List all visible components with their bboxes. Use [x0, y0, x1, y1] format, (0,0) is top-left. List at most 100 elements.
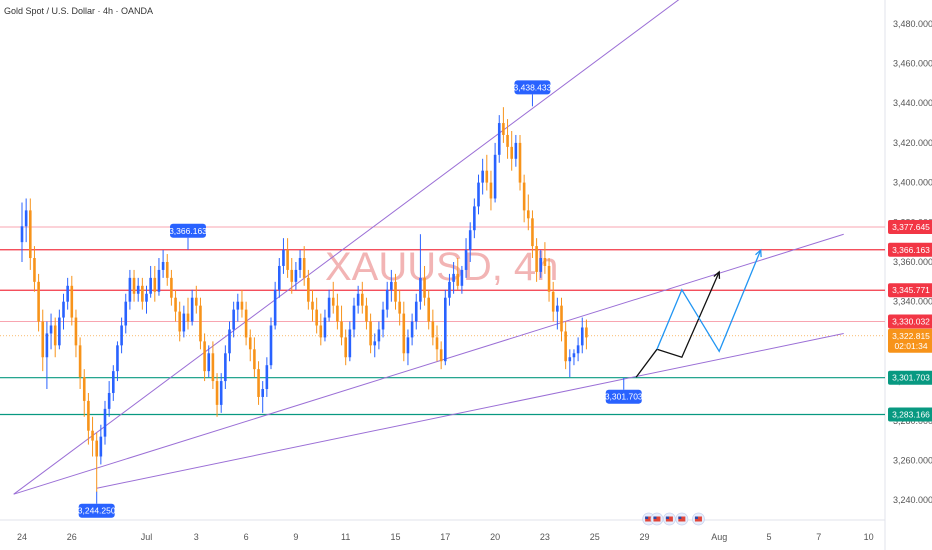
candle-body	[78, 345, 82, 378]
candle-body	[348, 329, 352, 358]
candles	[20, 107, 588, 493]
time-axis[interactable]: 24 26 Jul 3 6 9 11 15 17 20 23 25 29 Aug 5 7 10	[17, 532, 874, 542]
candle-body	[153, 277, 157, 292]
candle-body	[178, 311, 181, 332]
candle-body	[290, 269, 294, 282]
flag-stripe-icon	[694, 516, 702, 522]
price-callout-label: 3,438.433	[514, 82, 552, 92]
candle-body	[136, 285, 140, 294]
price-tick-label: 3,360.000	[893, 257, 932, 267]
flag-canton-icon	[694, 516, 698, 519]
candle-body	[91, 430, 94, 441]
candle-body	[53, 325, 57, 346]
chart-watermark: XAUUSD, 4h	[325, 245, 558, 289]
trend-channel-line[interactable]	[13, 233, 844, 495]
candle-body	[128, 277, 132, 302]
time-tick-label: 26	[67, 532, 77, 542]
candle-body	[560, 305, 563, 332]
candle-body	[435, 337, 439, 350]
time-tick-label: 24	[17, 532, 27, 542]
candle-body	[41, 321, 45, 358]
candle-body	[456, 273, 460, 286]
candle-body	[489, 182, 493, 199]
candle-body	[452, 273, 455, 282]
candle-body	[149, 277, 152, 294]
candle-body	[580, 327, 584, 346]
candle-body	[522, 182, 526, 211]
price-callout-box	[605, 389, 642, 404]
candle-body	[531, 218, 534, 247]
candle-body	[423, 277, 426, 298]
candle-body	[394, 281, 397, 302]
horizontal-levels	[0, 226, 885, 416]
candle-body	[506, 134, 509, 147]
time-tick-label: 29	[639, 532, 649, 542]
price-level-badge	[888, 314, 932, 329]
bar-countdown-label: 02:01:34	[894, 341, 927, 351]
candle-body	[514, 142, 518, 159]
grid	[0, 0, 886, 550]
projection-arrowhead	[713, 270, 721, 279]
flag-canton-icon	[678, 516, 682, 519]
candle-body	[547, 265, 551, 292]
candle-body	[70, 285, 74, 318]
candle-body	[373, 341, 377, 346]
candle-body	[116, 345, 119, 372]
price-axis[interactable]: 3,240.0003,260.0003,280.0003,300.0003,32…	[888, 19, 932, 505]
flag-stripe-icon	[665, 516, 673, 522]
price-callout-label: 3,244.250	[78, 506, 116, 516]
candle-body	[340, 321, 343, 338]
price-level-badge	[888, 242, 932, 257]
projection-path[interactable]	[656, 249, 762, 353]
price-tick-label: 3,480.000	[893, 19, 932, 29]
candle-body	[427, 297, 430, 322]
event-icons[interactable]	[642, 512, 705, 526]
time-tick-label: 20	[490, 532, 500, 542]
candle-body	[410, 321, 414, 338]
candle-body	[336, 305, 339, 322]
candle-body	[58, 317, 61, 346]
candle-body	[510, 146, 513, 159]
candle-body	[286, 250, 289, 270]
candle-body	[165, 261, 169, 278]
candle-body	[195, 297, 198, 306]
candle-body	[481, 170, 484, 183]
candle-body	[294, 269, 298, 282]
candle-body	[406, 337, 410, 354]
candle-body	[315, 309, 318, 326]
candle-body	[219, 381, 223, 405]
price-callout-label: 3,301.703	[605, 392, 643, 402]
candle-body	[211, 353, 215, 382]
candle-body	[224, 353, 227, 382]
candle-body	[74, 317, 78, 346]
candle-body	[107, 392, 111, 409]
flag-canton-icon	[645, 516, 649, 519]
chart-title: Gold Spot / U.S. Dollar · 4h · OANDA	[4, 6, 153, 16]
candle-body	[161, 261, 165, 270]
candle-body	[170, 277, 173, 298]
projection-path[interactable]	[635, 271, 720, 378]
candle-body	[439, 349, 443, 362]
time-tick-label: 6	[244, 532, 249, 542]
price-level-label: 3,366.163	[892, 245, 930, 255]
candle-body	[132, 277, 136, 294]
current-price-badge	[888, 328, 932, 353]
price-level-label: 3,377.645	[892, 222, 930, 232]
candle-body	[103, 408, 107, 437]
candle-body	[124, 301, 128, 326]
candle-body	[585, 327, 588, 338]
candle-body	[199, 305, 202, 342]
time-tick-label: 17	[440, 532, 450, 542]
candle-body	[82, 377, 86, 401]
price-level-label: 3,330.032	[892, 316, 930, 326]
price-level-badge	[888, 219, 932, 234]
trend-channel-line[interactable]	[96, 333, 844, 489]
candle-body	[369, 321, 372, 346]
candle-body	[253, 349, 256, 370]
price-callout-box	[78, 503, 115, 518]
price-callout-label: 3,366.163	[169, 226, 207, 236]
candle-body	[302, 258, 306, 278]
candle-body	[45, 333, 49, 358]
trend-channel-line[interactable]	[13, 0, 769, 495]
